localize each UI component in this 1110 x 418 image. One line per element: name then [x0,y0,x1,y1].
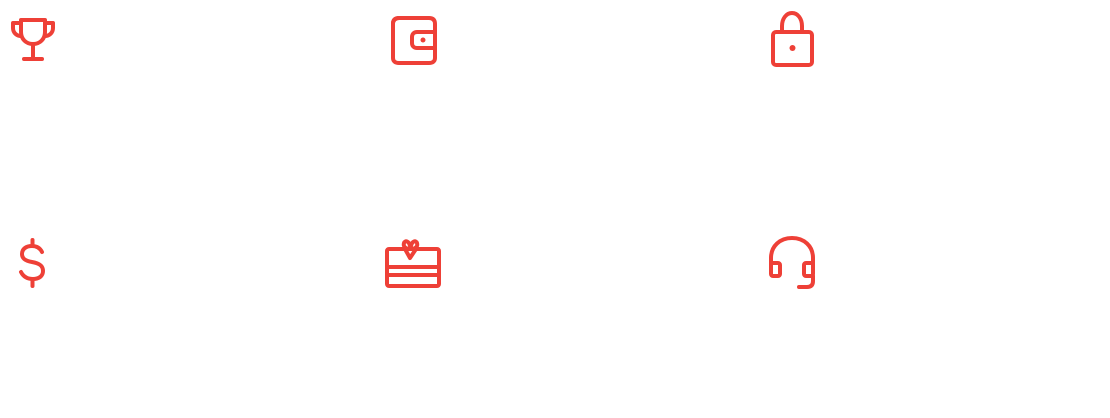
trophy-icon [3,8,63,68]
lock-icon [763,8,823,68]
wallet-icon [383,8,443,68]
headset-icon [763,233,823,293]
dollar-icon [3,233,63,293]
gift-card-icon [383,233,443,293]
